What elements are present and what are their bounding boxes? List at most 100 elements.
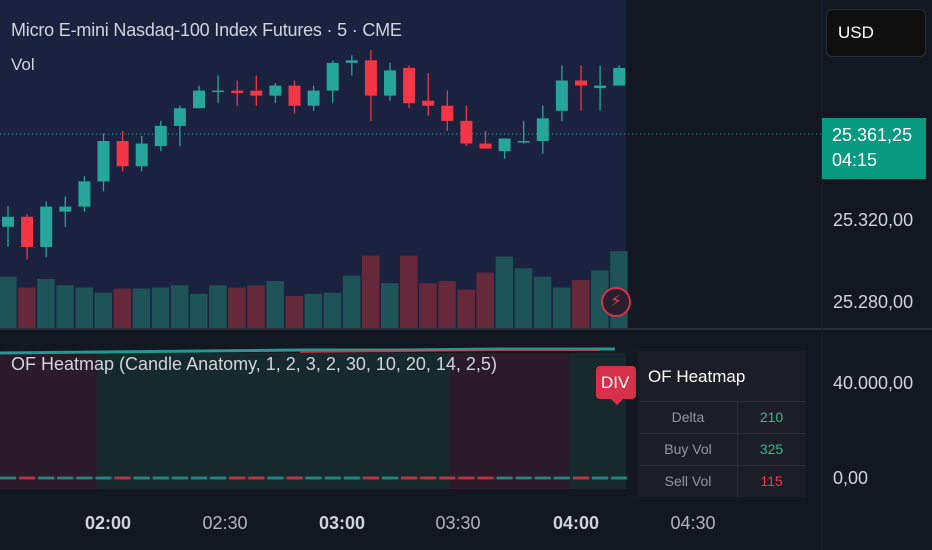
histogram-bar — [171, 476, 188, 480]
candle-body — [193, 90, 205, 109]
histogram-bar — [362, 476, 379, 480]
indicator-legend[interactable]: OF Heatmap (Candle Anatomy, 1, 2, 3, 2, … — [11, 354, 497, 374]
histogram-bar — [420, 476, 437, 480]
candle-body — [594, 85, 607, 89]
chart-title[interactable]: Micro E-mini Nasdaq-100 Index Futures · … — [11, 20, 402, 40]
histogram-bar — [515, 476, 532, 480]
histogram-bar — [343, 476, 360, 480]
of-row-label: Buy Vol — [664, 441, 712, 457]
of-row-value: 115 — [760, 473, 783, 489]
volume-bar — [323, 292, 342, 328]
histogram-bar — [592, 476, 609, 480]
volume-bar — [56, 285, 74, 328]
volume-bar — [495, 256, 514, 328]
time-axis-label: 04:00 — [552, 513, 600, 533]
histogram-bar — [286, 476, 303, 480]
volume-bar — [285, 296, 303, 328]
candle-body — [345, 60, 358, 63]
candle-body — [173, 108, 186, 126]
lightning-icon[interactable]: ⚡ — [601, 287, 631, 317]
candle-body — [326, 62, 339, 91]
volume-bar — [552, 287, 571, 328]
volume-bar — [113, 288, 132, 328]
volume-bar — [228, 287, 246, 328]
candle-body — [231, 90, 244, 94]
ma-line — [0, 347, 615, 355]
volume-bar — [94, 292, 112, 328]
candle-body — [116, 141, 129, 167]
histogram-bar — [95, 476, 112, 480]
candle-body — [364, 60, 377, 96]
candle-body — [288, 85, 301, 106]
candle-body — [613, 67, 626, 86]
volume-bar — [190, 293, 208, 328]
bar-countdown: 04:15 — [832, 150, 878, 170]
candle-body — [384, 70, 396, 96]
volume-bar — [247, 285, 265, 328]
candles — [2, 50, 626, 260]
histogram-bar — [534, 476, 551, 480]
candle-body — [403, 67, 416, 104]
volume-bar — [400, 255, 418, 328]
candle-body — [40, 206, 53, 247]
candle-body — [555, 80, 568, 111]
histogram-bar — [496, 476, 513, 480]
histogram-bar — [191, 476, 207, 480]
volume-bar — [476, 272, 494, 328]
time-axis-label: 02:00 — [84, 513, 132, 533]
histogram-bar — [267, 476, 284, 480]
histogram-bar — [439, 476, 456, 480]
time-axis-label: 02:30 — [202, 513, 248, 533]
volume-bar — [37, 278, 55, 328]
candle-body — [269, 85, 282, 96]
volume-bar — [209, 285, 227, 328]
candle-body — [479, 143, 492, 149]
candle-body — [460, 120, 473, 144]
price-tick-2: 25.280,00 — [833, 292, 914, 312]
candle-body — [307, 90, 320, 106]
of-row-label: Delta — [671, 409, 705, 425]
candle-body — [536, 118, 549, 142]
candle-body — [154, 125, 167, 147]
histogram-bar — [133, 476, 150, 480]
histogram-bar — [0, 476, 16, 480]
volume-bar — [170, 285, 189, 328]
histogram-bar — [477, 476, 494, 480]
volume-bar — [361, 255, 380, 328]
volume-bar — [151, 287, 170, 328]
time-axis-label: 03:00 — [318, 513, 366, 533]
volume-bar — [457, 289, 475, 328]
volume-bar — [419, 283, 437, 328]
volume-bar — [514, 268, 533, 328]
volume-bar — [75, 287, 93, 328]
of-row-sell-vol: Sell Vol 115 — [640, 465, 805, 497]
of-row-delta: Delta 210 — [640, 401, 805, 433]
histogram-bar — [611, 476, 628, 480]
indicator-histogram — [0, 476, 628, 480]
candle-body — [21, 216, 34, 247]
histogram-bar — [248, 476, 265, 480]
currency-button[interactable]: USD — [826, 9, 926, 57]
histogram-bar — [19, 476, 36, 480]
candle-body — [97, 141, 110, 182]
candle-body — [517, 141, 530, 143]
volume-legend[interactable]: Vol — [11, 55, 35, 74]
heatmap-zone-teal — [97, 353, 450, 489]
of-heatmap-panel: OF Heatmap Delta 210 Buy Vol 325 Sell Vo… — [638, 351, 806, 497]
of-row-value: 210 — [759, 409, 784, 425]
last-price-badge: 25.361,25 04:15 — [822, 118, 926, 179]
volume-bar — [18, 287, 36, 328]
volume-bar — [342, 275, 361, 328]
divergence-badge[interactable]: DIV — [596, 366, 636, 405]
volume-bar — [438, 281, 456, 328]
volume-bar — [591, 270, 609, 328]
histogram-bar — [114, 476, 131, 480]
candle-body — [2, 216, 14, 227]
of-panel-title: OF Heatmap — [648, 367, 746, 386]
volume-bar — [266, 281, 284, 328]
of-row-value: 325 — [759, 441, 784, 457]
candle-body — [422, 100, 435, 106]
of-row-buy-vol: Buy Vol 325 — [640, 433, 805, 465]
of-row-label: Sell Vol — [664, 473, 712, 489]
